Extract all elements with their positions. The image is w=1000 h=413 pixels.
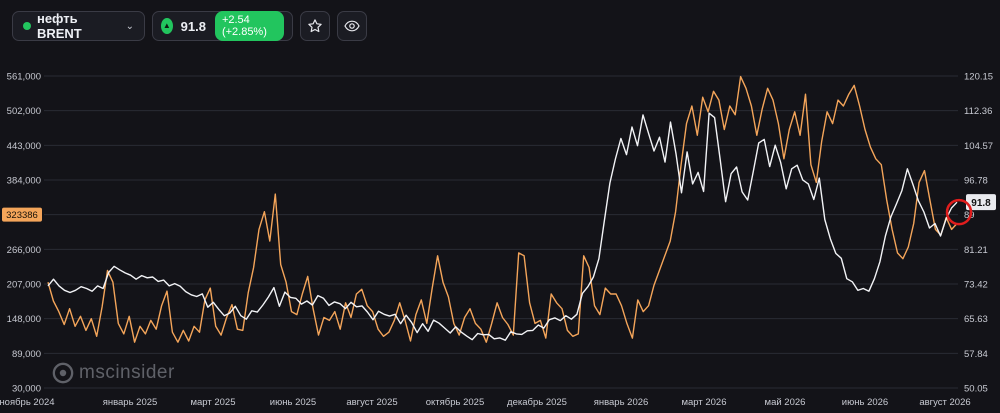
market-status-dot (23, 22, 31, 30)
watermark-text: mscinsider (79, 362, 175, 383)
y-right-tick-label: 104.57 (964, 141, 993, 152)
last-price-badge-text: 91.8 (971, 198, 991, 209)
y-left-tick-label: 384,000 (7, 176, 41, 187)
star-icon (308, 19, 322, 33)
current-price: 91.8 (180, 18, 206, 34)
left-value-badge-text: 323386 (6, 210, 38, 221)
x-tick-label: июнь 2026 (842, 397, 888, 408)
y-right-tick-label: 65.63 (964, 314, 988, 325)
instrument-name: нефть BRENT (36, 11, 82, 41)
x-tick-label: июнь 2025 (270, 397, 316, 408)
x-tick-label: май 2026 (765, 397, 806, 408)
price-info: ▲ 91.8 +2.54 (+2.85%) (152, 11, 293, 41)
triangle-up-icon: ▲ (161, 18, 173, 34)
x-tick-label: ноябрь 2024 (0, 397, 55, 408)
eye-icon (344, 20, 360, 32)
y-left-tick-label: 502,000 (7, 106, 41, 117)
left-value-badge (2, 207, 42, 222)
y-left-tick-label: 443,000 (7, 141, 41, 152)
x-tick-label: декабрь 2025 (507, 397, 567, 408)
msc-logo-icon (52, 362, 74, 384)
x-tick-label: август 2026 (919, 397, 970, 408)
chevron-down-icon: ⌄ (125, 20, 134, 32)
watermark: mscinsider (52, 362, 175, 384)
y-left-tick-label: 89,000 (12, 349, 41, 360)
y-left-tick-label: 148,000 (7, 314, 41, 325)
x-tick-label: март 2025 (190, 397, 235, 408)
chart-toolbar: нефть BRENT ⌄ ▲ 91.8 +2.54 (+2.85%) (12, 11, 367, 41)
instrument-selector[interactable]: нефть BRENT ⌄ (12, 11, 145, 41)
watch-button[interactable] (337, 11, 367, 41)
y-right-tick-label: 57.84 (964, 349, 988, 360)
y-right-tick-label: 120.15 (964, 72, 993, 83)
y-right-tick-label: 96.78 (964, 176, 988, 187)
y-left-tick-label: 266,000 (7, 245, 41, 256)
y-left-tick-label: 561,000 (7, 72, 41, 83)
series-line-left (47, 75, 958, 343)
y-right-tick-label: 73.42 (964, 280, 988, 291)
price-change-badge: +2.54 (+2.85%) (214, 11, 284, 41)
series-line-brent (47, 112, 958, 341)
last-price-badge (966, 194, 996, 211)
y-right-tick-label: 50.05 (964, 384, 988, 395)
x-tick-label: март 2026 (681, 397, 726, 408)
x-tick-label: октябрь 2025 (426, 397, 485, 408)
y-left-tick-label: 207,000 (7, 280, 41, 291)
favorite-button[interactable] (300, 11, 330, 41)
x-tick-label: январь 2026 (594, 397, 649, 408)
x-tick-label: август 2025 (346, 397, 397, 408)
highlight-circle (945, 198, 973, 226)
y-right-tick-label: 112.36 (964, 106, 992, 117)
y-left-tick-label: 30,000 (12, 384, 41, 395)
x-tick-label: январь 2025 (103, 397, 158, 408)
y-right-tick-label: 81.21 (964, 245, 988, 256)
